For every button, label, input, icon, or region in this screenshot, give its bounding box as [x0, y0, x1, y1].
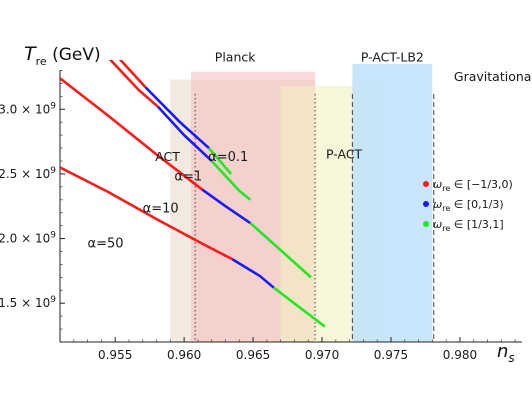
- axes: 0.955 0.960 0.965 0.970 0.975 0.980 1.5 × 109 2…: [0, 43, 522, 365]
- y-tick-label: 2.5 × 109: [0, 166, 56, 181]
- legend-label-green: ωre ∈ [1/3,1]: [433, 218, 504, 233]
- legend-label-blue: ωre ∈ [0,1/3): [433, 198, 504, 213]
- curve-segment-blue: [231, 258, 275, 289]
- y-tick-label: 2.0 × 109: [0, 231, 56, 246]
- legend-marker-green: [423, 221, 429, 227]
- legend-label-red: ωre ∈ [−1/3,0): [433, 178, 513, 193]
- curve-segment-red: [60, 77, 203, 191]
- curve-alpha-0-1: [118, 60, 232, 175]
- legend: ωre ∈ [−1/3,0) ωre ∈ [0,1/3) ωre ∈ [1/3,1]: [423, 178, 513, 233]
- x-tick-label: 0.965: [236, 348, 270, 362]
- curve-segment-red: [60, 166, 233, 261]
- curve-label-alpha-1: α=1: [174, 169, 202, 184]
- x-tick-label: 0.960: [167, 348, 201, 362]
- exclusion-bands: [170, 64, 433, 342]
- annotations: Planck P-ACT-LB2 Gravitational ACT P-ACT α=0.…: [88, 49, 532, 251]
- curve-label-alpha-0-1: α=0.1: [208, 150, 248, 165]
- x-tick-label: 0.980: [443, 348, 477, 362]
- curve-segment-blue: [156, 105, 213, 162]
- band-p-act-lb2: [352, 64, 433, 342]
- curve-alpha-50: [60, 166, 326, 328]
- x-axis-title: ns: [497, 341, 515, 365]
- legend-marker-blue: [423, 201, 429, 207]
- y-tick-label: 3.0 × 109: [0, 101, 56, 116]
- curve-segment-blue: [201, 188, 252, 225]
- curve-segment-blue: [144, 86, 210, 150]
- x-tick-label: 0.975: [374, 348, 408, 362]
- x-tick-label: 0.970: [305, 348, 339, 362]
- region-label-gravitational: Gravitational: [454, 69, 532, 84]
- curve-alpha-1: [108, 60, 252, 201]
- legend-marker-red: [423, 181, 429, 187]
- curve-label-alpha-50: α=50: [88, 237, 124, 252]
- curve-alpha-10: [60, 77, 312, 279]
- y-tick-label: 1.5 × 109: [0, 295, 56, 310]
- region-label-p-act-lb2: P-ACT-LB2: [361, 49, 424, 64]
- y-axis-title: Tre (GeV): [24, 43, 101, 68]
- region-label-p-act: P-ACT: [326, 146, 363, 161]
- curve-segment-red: [108, 60, 159, 108]
- curve-segment-red: [118, 60, 147, 89]
- curve-segment-green: [272, 286, 326, 328]
- curves: [60, 60, 326, 328]
- curve-segment-green: [210, 160, 252, 201]
- curve-label-alpha-10: α=10: [143, 202, 179, 217]
- region-label-act: ACT: [155, 149, 180, 164]
- region-label-planck: Planck: [215, 49, 256, 64]
- curve-segment-green: [249, 222, 312, 279]
- x-tick-label: 0.955: [98, 348, 132, 362]
- curve-segment-green: [207, 147, 232, 175]
